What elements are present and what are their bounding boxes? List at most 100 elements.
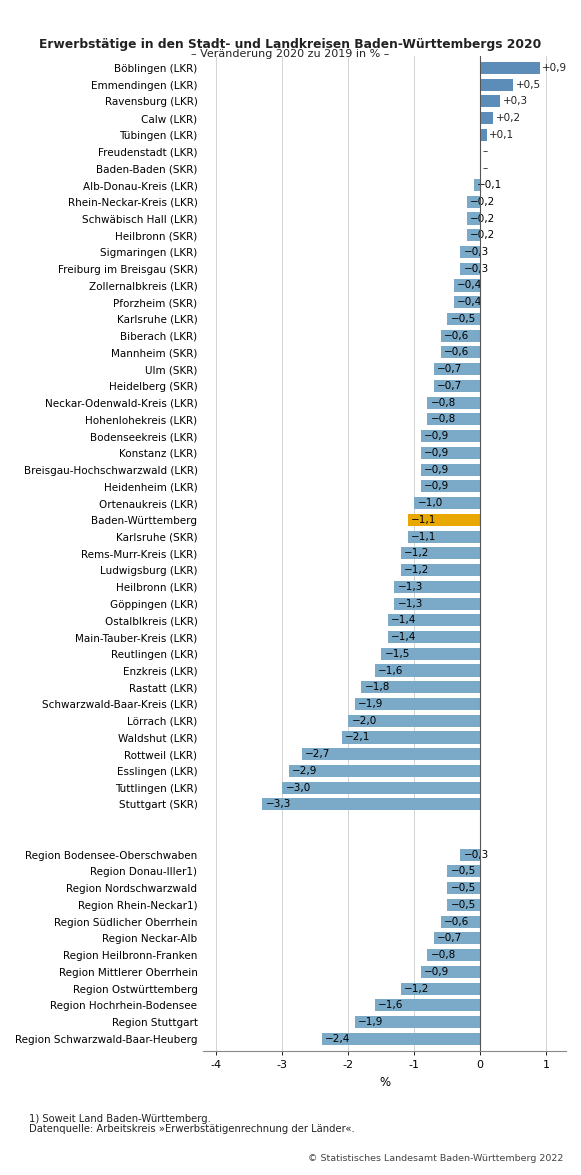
Text: −1,9: −1,9 [358, 699, 383, 709]
Bar [408, 513, 480, 526]
Text: −0,3: −0,3 [464, 263, 489, 274]
Bar [381, 647, 480, 660]
Text: −0,8: −0,8 [431, 397, 456, 408]
Bar [348, 714, 480, 727]
Bar [421, 430, 480, 442]
Bar [388, 631, 480, 643]
Bar [440, 330, 480, 342]
Bar [263, 798, 480, 811]
Text: −1,5: −1,5 [385, 649, 410, 659]
Text: −1,0: −1,0 [418, 498, 443, 508]
Bar [434, 932, 480, 945]
Text: −0,7: −0,7 [437, 364, 462, 374]
Bar [408, 531, 480, 543]
Bar [447, 313, 480, 325]
Text: −3,3: −3,3 [266, 799, 291, 810]
Bar [480, 79, 513, 90]
Bar [421, 481, 480, 492]
Text: −0,9: −0,9 [424, 967, 449, 976]
Text: −0,3: −0,3 [464, 247, 489, 257]
Bar [434, 380, 480, 392]
Bar [474, 179, 480, 192]
Bar [302, 748, 480, 760]
Text: −1,2: −1,2 [404, 983, 430, 994]
Text: −1,3: −1,3 [398, 582, 423, 592]
Text: −2,4: −2,4 [325, 1034, 350, 1043]
Text: Datenquelle: Arbeitskreis »Erwerbstätigenrechnung der Länder«.: Datenquelle: Arbeitskreis »Erwerbstätige… [29, 1124, 355, 1135]
Bar [375, 999, 480, 1012]
Text: −3,0: −3,0 [285, 783, 311, 793]
Text: −0,5: −0,5 [450, 866, 476, 877]
Bar [447, 899, 480, 911]
Text: +0,5: +0,5 [516, 80, 541, 89]
Bar [454, 296, 480, 308]
X-axis label: %: % [379, 1076, 390, 1089]
Bar [460, 848, 480, 860]
Bar [460, 263, 480, 275]
Text: – Veränderung 2020 zu 2019 in % –: – Veränderung 2020 zu 2019 in % – [191, 49, 390, 60]
Text: −0,6: −0,6 [444, 330, 469, 341]
Bar [480, 95, 500, 107]
Text: −0,8: −0,8 [431, 951, 456, 960]
Text: –: – [483, 163, 488, 173]
Bar [401, 982, 480, 994]
Bar [375, 665, 480, 677]
Bar [480, 62, 540, 74]
Text: −0,4: −0,4 [457, 281, 482, 290]
Text: −1,2: −1,2 [404, 565, 430, 575]
Text: −0,9: −0,9 [424, 482, 449, 491]
Bar [394, 598, 480, 610]
Bar [460, 246, 480, 258]
Bar [355, 698, 480, 710]
Text: −0,1: −0,1 [477, 180, 502, 190]
Bar [428, 397, 480, 409]
Text: −0,9: −0,9 [424, 431, 449, 441]
Text: −0,2: −0,2 [470, 196, 496, 207]
Text: −1,1: −1,1 [411, 515, 436, 525]
Text: −1,8: −1,8 [365, 683, 390, 692]
Bar [361, 682, 480, 693]
Bar [428, 949, 480, 961]
Text: −0,6: −0,6 [444, 348, 469, 357]
Bar [467, 213, 480, 224]
Text: −0,7: −0,7 [437, 933, 462, 944]
Text: © Statistisches Landesamt Baden-Württemberg 2022: © Statistisches Landesamt Baden-Württemb… [308, 1154, 564, 1163]
Bar [440, 347, 480, 358]
Bar [467, 229, 480, 241]
Bar [421, 966, 480, 978]
Text: −1,9: −1,9 [358, 1018, 383, 1027]
Text: −1,2: −1,2 [404, 549, 430, 558]
Bar [421, 446, 480, 459]
Text: −0,5: −0,5 [450, 900, 476, 909]
Bar [480, 129, 487, 141]
Text: −1,6: −1,6 [378, 1000, 403, 1010]
Bar [401, 564, 480, 576]
Bar [401, 548, 480, 559]
Text: −1,4: −1,4 [391, 632, 417, 642]
Text: −0,4: −0,4 [457, 297, 482, 307]
Text: −0,5: −0,5 [450, 884, 476, 893]
Bar [322, 1033, 480, 1045]
Text: −1,4: −1,4 [391, 616, 417, 625]
Text: Erwerbstätige in den Stadt- und Landkreisen Baden-Württembergs 2020: Erwerbstätige in den Stadt- und Landkrei… [40, 38, 541, 51]
Text: +0,2: +0,2 [496, 113, 521, 123]
Text: −0,5: −0,5 [450, 314, 476, 324]
Bar [282, 781, 480, 794]
Text: −0,9: −0,9 [424, 448, 449, 458]
Text: +0,3: +0,3 [503, 96, 528, 106]
Text: −0,7: −0,7 [437, 381, 462, 391]
Text: −0,6: −0,6 [444, 916, 469, 927]
Bar [289, 765, 480, 777]
Text: −1,1: −1,1 [411, 531, 436, 542]
Bar [355, 1016, 480, 1028]
Bar [434, 363, 480, 375]
Text: −0,9: −0,9 [424, 464, 449, 475]
Bar [447, 882, 480, 894]
Text: −1,3: −1,3 [398, 598, 423, 609]
Bar [467, 196, 480, 208]
Text: −0,3: −0,3 [464, 850, 489, 860]
Bar [428, 414, 480, 425]
Text: +0,1: +0,1 [489, 129, 515, 140]
Bar [480, 112, 493, 125]
Bar [414, 497, 480, 509]
